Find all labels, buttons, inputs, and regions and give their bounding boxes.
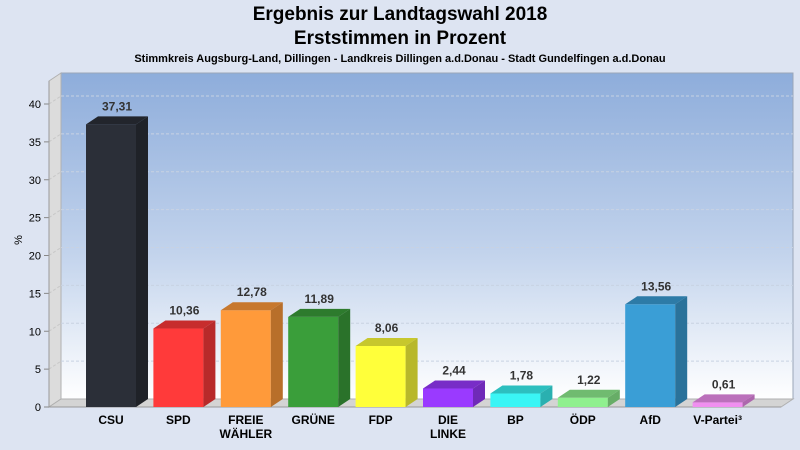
chart-subtitle: Erststimmen in Prozent — [293, 28, 507, 49]
bar-top — [86, 116, 148, 125]
gridline-side — [48, 360, 62, 370]
gridline-side — [48, 247, 62, 256]
data-label: 1,22 — [577, 373, 601, 387]
x-tick-label: FREIE — [228, 413, 263, 427]
data-label: 8,06 — [375, 321, 399, 335]
x-tick-label: BP — [507, 413, 524, 427]
bar — [288, 308, 351, 407]
bar-side — [338, 308, 351, 407]
y-tick-label: 10 — [29, 326, 41, 338]
bar — [692, 394, 755, 407]
x-tick-label: GRÜNE — [292, 412, 335, 427]
bar-side — [607, 389, 620, 407]
bar-side — [540, 385, 553, 407]
x-tick-label: DIE — [438, 413, 458, 427]
gridline-side — [48, 209, 62, 219]
bar-top — [153, 320, 216, 329]
x-tick-label: V-Partei³ — [693, 413, 742, 427]
y-tick-label: 30 — [29, 175, 41, 187]
bar-top — [355, 337, 418, 346]
y-tick-label: 25 — [29, 213, 41, 225]
bar-top — [557, 389, 620, 398]
bar — [423, 380, 485, 407]
data-label: 37,31 — [102, 99, 132, 113]
bar — [490, 385, 553, 407]
bar-top — [625, 296, 688, 305]
bar-top — [423, 380, 485, 389]
chart-title: Ergebnis zur Landtagswahl 2018 — [252, 4, 548, 25]
bar-front — [625, 304, 676, 407]
y-tick-label: 40 — [29, 99, 41, 111]
bar-top — [692, 394, 755, 403]
bar-side — [405, 337, 418, 407]
bar — [220, 302, 283, 407]
data-label: 10,36 — [169, 304, 199, 318]
bar-side — [136, 116, 148, 408]
x-tick-label: SPD — [166, 413, 191, 427]
y-tick-label: 5 — [35, 364, 41, 376]
bar-front — [692, 402, 743, 407]
bar — [355, 337, 418, 407]
gridline-side — [48, 171, 62, 181]
chart-region: Stimmkreis Augsburg-Land, Dillingen - La… — [134, 53, 666, 65]
data-label: 12,78 — [237, 285, 267, 299]
x-tick-label: CSU — [98, 413, 123, 427]
bar — [86, 116, 148, 408]
y-tick-label: 20 — [29, 251, 41, 263]
x-tick-label: ÖDP — [570, 412, 596, 427]
bar-side — [270, 302, 283, 407]
bar-front — [557, 397, 608, 407]
bar-front — [355, 345, 406, 407]
bar-top — [220, 302, 283, 311]
bar-side — [742, 394, 755, 407]
bar-front — [423, 388, 473, 407]
x-tick-label: LINKE — [430, 427, 466, 441]
y-tick-label: 15 — [29, 288, 41, 300]
gridline-side — [48, 322, 62, 332]
y-axis-label: % — [13, 235, 25, 245]
x-tick-label: WÄHLER — [219, 426, 272, 441]
bar-front — [288, 316, 339, 407]
gridline-side — [48, 133, 62, 143]
data-label: 1,78 — [510, 369, 534, 383]
gridline-side — [48, 95, 62, 105]
bar-top — [288, 308, 351, 317]
data-label: 2,44 — [442, 364, 466, 378]
bar-front — [220, 310, 271, 407]
y-tick-label: 0 — [35, 402, 41, 414]
data-label: 13,56 — [641, 279, 671, 293]
bar-side — [675, 296, 688, 407]
plot-left-wall — [48, 72, 62, 408]
bar-front — [490, 393, 541, 407]
bar-side — [203, 320, 216, 407]
data-label: 0,61 — [712, 377, 736, 391]
y-tick-label: 35 — [29, 137, 41, 149]
gridline-side — [48, 284, 62, 294]
x-tick-label: FDP — [369, 413, 393, 427]
bar — [557, 389, 620, 407]
bar-top — [490, 385, 553, 394]
data-label: 11,89 — [305, 292, 335, 306]
bar-front — [153, 328, 204, 407]
x-tick-label: AfD — [640, 413, 662, 427]
bar-front — [86, 124, 136, 408]
bar-side — [473, 380, 485, 407]
bar — [625, 296, 688, 407]
bar — [153, 320, 216, 407]
